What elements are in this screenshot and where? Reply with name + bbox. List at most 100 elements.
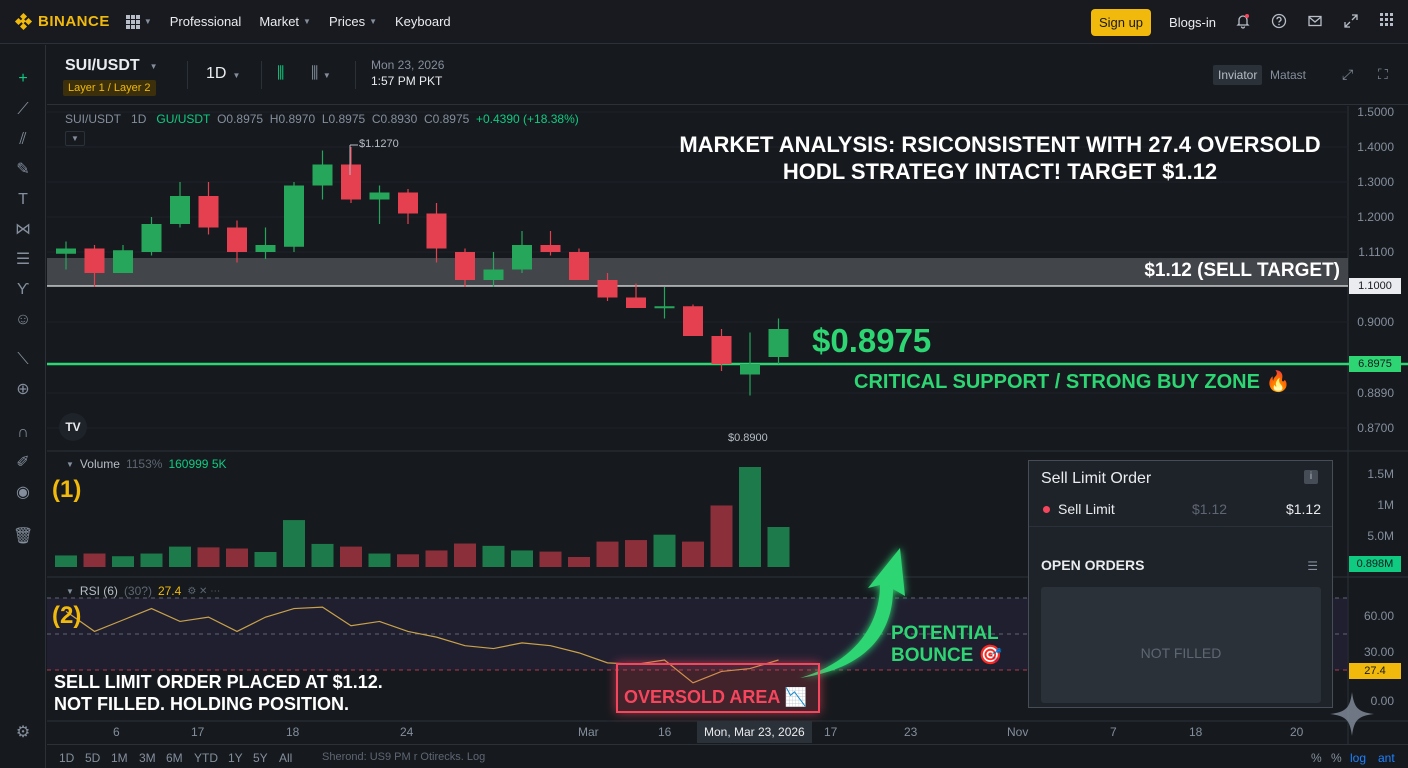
layer-badge[interactable]: Layer 1 / Layer 2 [63,80,156,96]
mail-icon[interactable] [1306,13,1324,31]
bounce-line2: BOUNCE 🎯 [891,645,1003,666]
help-icon[interactable] [1270,13,1288,31]
nav-market[interactable]: Market ▼ [259,14,311,29]
signup-button[interactable]: Sign up [1090,8,1152,36]
emoji-icon[interactable]: ☺ [14,311,32,328]
rsi-settings-icon[interactable]: ⚙ ✕ ⋯ [187,585,221,597]
range-1m[interactable]: 1M [111,751,128,765]
zoom-icon[interactable]: ⊕ [16,381,30,398]
range-6m[interactable]: 6M [166,751,183,765]
range-1d[interactable]: 1D [59,751,75,765]
symbol-selector[interactable]: SUI/USDT ▼ [65,57,158,75]
bars-chart-icon[interactable]: ⫼ ▼ [311,65,331,82]
nav-keyboard[interactable]: Keyboard [395,14,451,29]
fullscreen-icon[interactable]: ⤢ [1342,66,1354,82]
percent-toggle[interactable]: % [1311,751,1322,765]
range-all[interactable]: All [279,751,293,765]
ruler-icon[interactable]: ⟍ [17,351,29,368]
oversold-label: OVERSOLD AREA 📉 [624,687,808,707]
text-icon[interactable]: T [18,191,28,208]
candle-body [227,227,247,252]
range-3m[interactable]: 3M [139,751,156,765]
volume-bar [283,520,305,567]
bell-icon[interactable] [1234,13,1252,31]
screenshot-icon[interactable]: ⛶ [1378,66,1388,82]
volume-bar [254,552,277,567]
candle-body [626,297,646,308]
auto-toggle[interactable]: ant [1378,751,1395,765]
candle-body [341,164,361,200]
range-ytd[interactable]: YTD [194,751,218,765]
volume-bar [568,557,590,567]
drawing-toolbar: + ⟋ ⫽ ✎ T ⋈ ☰ ϒ ☺ ⟍ ⊕ ∩ ✐ ◉ 🗑 ⚙ [0,45,46,768]
ohlc-close: C0.8930 [371,112,418,126]
menu-grid-icon[interactable] [1378,13,1396,31]
resistance-price-badge: 1.1000 [1349,278,1401,294]
range-5y[interactable]: 5Y [253,751,268,765]
fib-icon[interactable]: ⫽ [19,131,27,148]
settings-gear-icon[interactable]: ⚙ [15,724,31,741]
collapse-legend-icon[interactable]: ▼ [65,131,85,146]
lock-drawing-icon[interactable]: ✐ [16,454,30,471]
volume-bar [112,556,134,567]
candles-chart-icon[interactable]: ⫼ [277,65,285,82]
expand-icon[interactable] [1342,13,1360,31]
crosshair-icon[interactable]: + [18,70,28,87]
ohlc-open: O0.8975 [217,112,264,126]
nav-prices[interactable]: Prices ▼ [329,14,377,29]
pattern-icon[interactable]: ⋈ [15,221,31,238]
rsi-tick: 30.00 [1363,645,1394,659]
volume-bar [83,553,106,567]
rsi-tick: 0.00 [1370,694,1394,708]
info-icon[interactable]: i [1304,470,1318,484]
magnet-icon[interactable]: ∩ [17,424,29,441]
range-1y[interactable]: 1Y [228,751,243,765]
order-type: Sell Limit [1058,501,1115,517]
date-tick: 18 [286,725,300,739]
orders-menu-icon[interactable]: ☰ [1307,559,1318,573]
symbol-label: SUI/USDT [65,57,140,74]
percent-toggle-2[interactable]: % [1331,751,1342,765]
fork-icon[interactable]: ϒ [16,281,30,298]
volume-bar [482,545,505,567]
analysis-title: MARKET ANALYSIS: RSICONSISTENT WITH 27.4… [640,131,1360,185]
ohlc-high: H0.8970 [269,112,316,126]
brand-logo[interactable]: BINANCE [14,12,110,30]
tradingview-logo[interactable]: TV [59,413,87,441]
candle-body [369,192,390,200]
view-tab[interactable]: Matast [1270,68,1307,82]
candle-body [312,164,333,186]
candle-body [170,196,190,224]
order-status: NOT FILLED [1140,645,1222,661]
volume-value: 160999 5K [168,457,227,471]
eye-icon[interactable]: ◉ [16,484,30,501]
order-price-muted: $1.12 [1192,501,1228,517]
nav-label: Prices [328,14,366,29]
price-tick: 0.9000 [1357,315,1394,329]
sell-limit-row[interactable]: Sell Limit $1.12 $1.12 [1041,501,1321,525]
prediction-icon[interactable]: ☰ [15,251,31,268]
header-date: Mon 23, 2026 [371,58,445,72]
chevron-down-icon[interactable]: ▼ [66,459,74,469]
nav-professional[interactable]: Professional [170,14,242,29]
bounce-label: POTENTIAL BOUNCE 🎯 [891,623,1002,667]
chevron-down-icon[interactable]: ▼ [143,17,152,26]
nav-label: Keyboard [395,14,451,29]
support-zone-label: CRITICAL SUPPORT / STRONG BUY ZONE 🔥 [854,371,1291,393]
ohlc-legend: SUI/USDT 1D GU/USDT O0.8975 H0.8970 L0.8… [65,112,579,126]
view-tab-active[interactable]: Inviator [1213,65,1263,85]
login-link[interactable]: Blogs-in [1169,14,1216,30]
trash-icon[interactable]: 🗑 [13,528,34,545]
apps-grid-icon[interactable] [125,14,140,29]
trendline-icon[interactable]: ⟋ [17,101,29,118]
candle-body [398,192,418,214]
brush-icon[interactable]: ✎ [16,161,30,178]
range-5d[interactable]: 5D [85,751,101,765]
timeframe-selector[interactable]: 1D ▼ [206,65,240,83]
chevron-down-icon[interactable]: ▼ [66,586,74,596]
volume-bar [682,541,704,567]
log-toggle[interactable]: log [1350,751,1367,765]
volume-bar [511,550,533,567]
